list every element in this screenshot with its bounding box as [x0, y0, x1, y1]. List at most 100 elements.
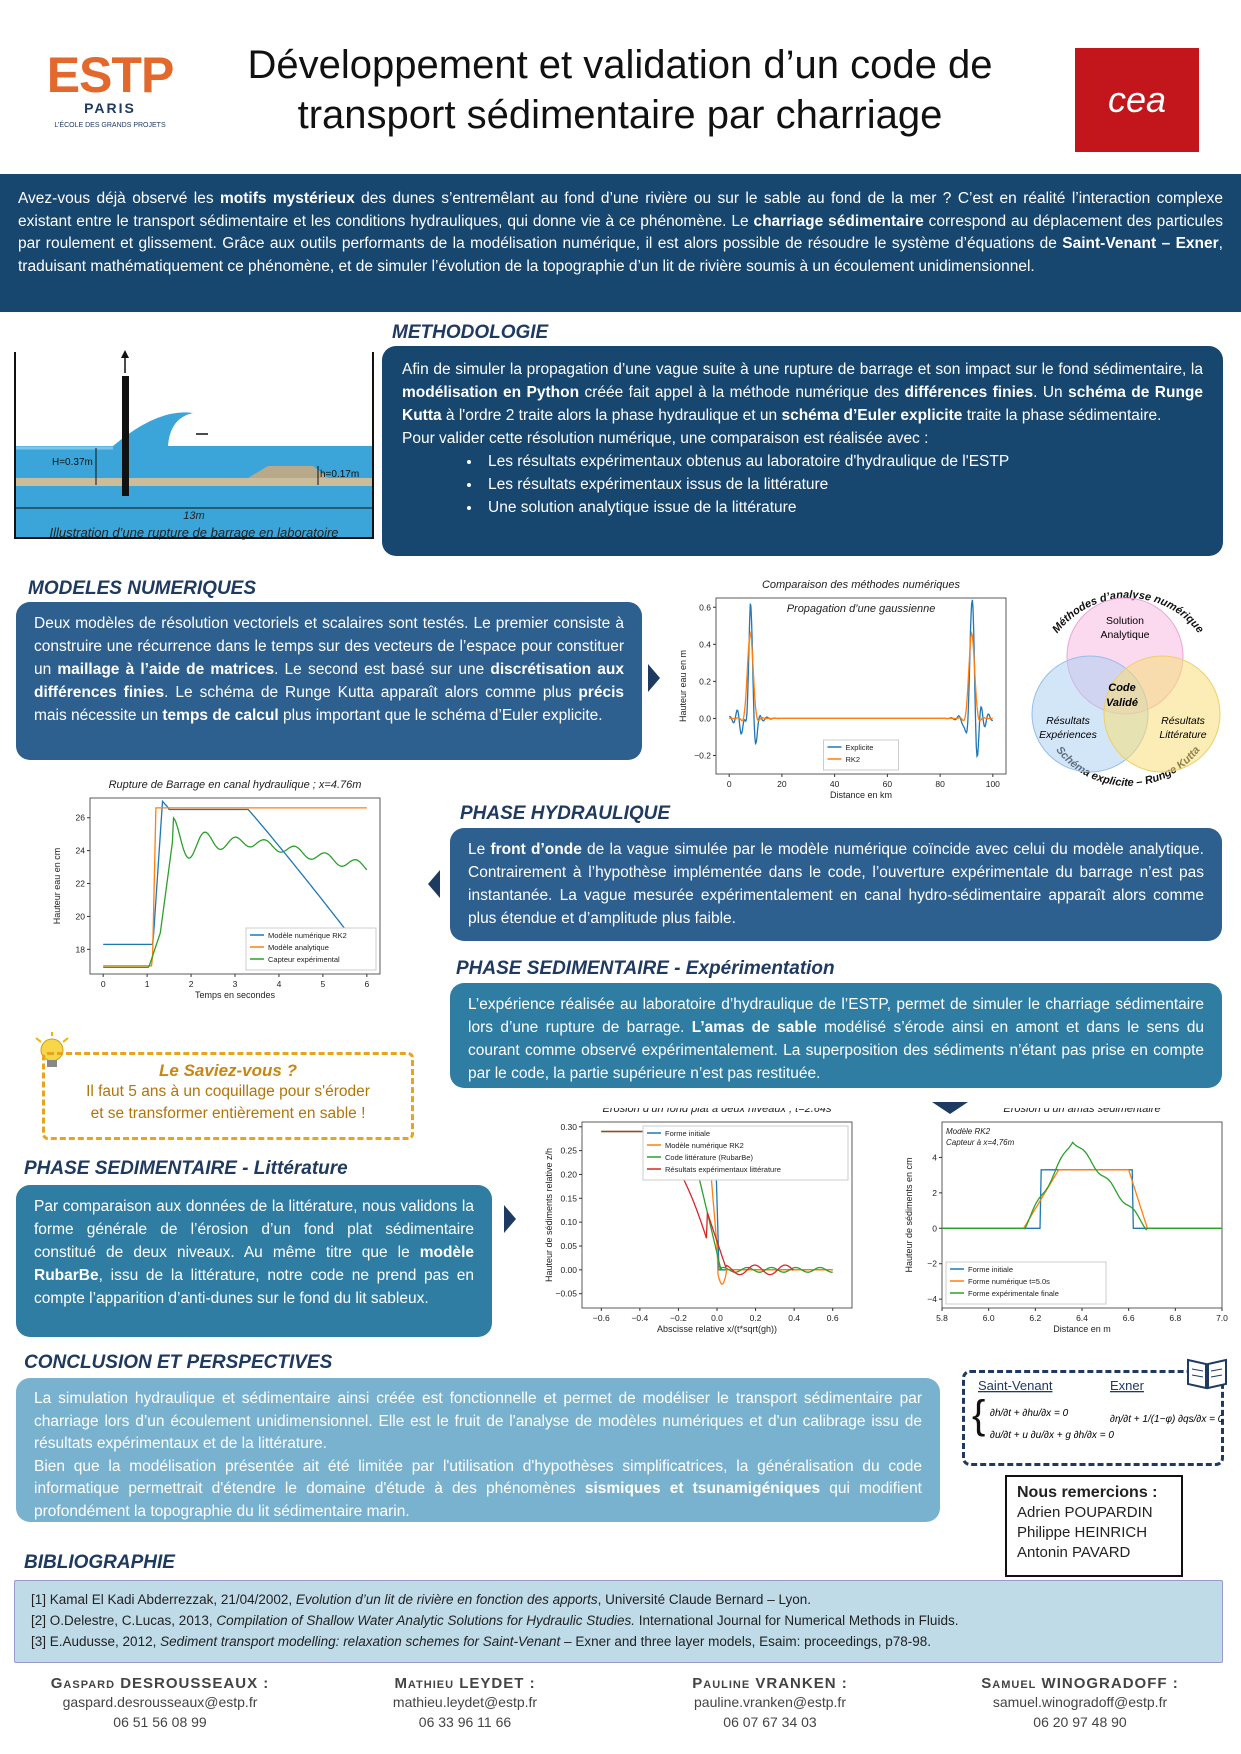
- chart-rupture-barrage: Rupture de Barrage en canal hydraulique …: [52, 780, 381, 1000]
- title-line-2: transport sédimentaire par charriage: [297, 93, 943, 137]
- x-tick-label: 0.2: [750, 1313, 762, 1323]
- y-tick-label: 20: [76, 911, 86, 921]
- arrow-right-icon: [648, 664, 660, 692]
- biblio-box: [1] Kamal El Kadi Abderrezzak, 21/04/200…: [14, 1580, 1223, 1663]
- modeles-heading: MODELES NUMERIQUES: [28, 578, 257, 599]
- y-tick-label: 0.15: [560, 1193, 577, 1203]
- conclusion-heading: CONCLUSION ET PERSPECTIVES: [24, 1352, 333, 1373]
- legend-label: Modèle numérique RK2: [665, 1141, 744, 1150]
- legend: [642, 1125, 849, 1181]
- y-tick-label: 0.6: [699, 602, 711, 612]
- sed-lit-box: Par comparaison aux données de la littér…: [16, 1185, 492, 1337]
- sed-exp-box: L’expérience réalisée au laboratoire d’h…: [450, 983, 1222, 1088]
- x-tick-label: −0.2: [670, 1313, 687, 1323]
- x-tick-label: 0.0: [711, 1313, 723, 1323]
- arrow-down-icon: [932, 1102, 968, 1114]
- eq-exner-label: Exner: [1110, 1378, 1145, 1393]
- x-tick-label: 1: [145, 979, 150, 989]
- modeles-box: Deux modèles de résolution vectoriels et…: [16, 602, 642, 760]
- x-tick-label: −0.4: [631, 1313, 648, 1323]
- svg-text:∂η/∂t + 1/(1−φ) ∂qs/∂x = 0: ∂η/∂t + 1/(1−φ) ∂qs/∂x = 0: [1110, 1414, 1222, 1425]
- y-tick-label: 0.0: [699, 713, 711, 723]
- title-line-1: Développement et validation d’un code de: [247, 43, 993, 87]
- x-tick-label: −0.6: [593, 1313, 610, 1323]
- x-tick-label: 5.8: [936, 1313, 948, 1323]
- x-tick-label: 20: [777, 779, 787, 789]
- y-tick-label: 0.2: [699, 676, 711, 686]
- biblio-ref: [2] O.Delestre, C.Lucas, 2013, Compilati…: [31, 1613, 959, 1628]
- x-tick-label: 6.8: [1169, 1313, 1181, 1323]
- cea-logo: cea: [1075, 48, 1199, 152]
- svg-text:∂u/∂t + u ∂u/∂x + g ∂h/∂x = 0: ∂u/∂t + u ∂u/∂x + g ∂h/∂x = 0: [990, 1430, 1114, 1441]
- remerciements-heading: Nous remercions :: [1017, 1484, 1158, 1501]
- arrow-right-icon: [504, 1205, 516, 1233]
- x-axis-label: Distance en m: [1053, 1324, 1111, 1334]
- y-tick-label: 18: [76, 944, 86, 954]
- list-item: Une solution analytique issue de la litt…: [482, 496, 1203, 519]
- chart-subtitle: Propagation d’une gaussienne: [787, 603, 936, 615]
- author-card: Pauline VRANKEN : pauline.vranken@estp.fr…: [692, 1675, 848, 1730]
- arrow-left-icon: [428, 870, 440, 898]
- list-item: Philippe HEINRICH: [1017, 1524, 1148, 1541]
- x-axis-label: Abscisse relative x/(t*sqrt(gh)): [657, 1324, 777, 1334]
- y-tick-label: 2: [932, 1188, 937, 1198]
- svg-text:Code: Code: [1108, 682, 1136, 694]
- x-tick-label: 100: [986, 779, 1000, 789]
- hydraulique-box: Le front d’onde de la vague simulée par …: [450, 828, 1222, 941]
- series-line: [103, 816, 368, 969]
- x-tick-label: 0: [101, 979, 106, 989]
- eq-sv-label: Saint-Venant: [978, 1378, 1053, 1393]
- x-tick-label: 0: [727, 779, 732, 789]
- x-tick-label: 60: [883, 779, 893, 789]
- list-item: Les résultats expérimentaux obtenus au l…: [482, 450, 1203, 473]
- x-tick-label: 0.4: [788, 1313, 800, 1323]
- equations-box: [962, 1370, 1224, 1466]
- conclusion-box: La simulation hydraulique et sédimentair…: [16, 1378, 940, 1522]
- y-tick-label: 0.30: [560, 1122, 577, 1132]
- estp-logo: ESTP PARIS L’ÉCOLE DES GRANDS PROJETS: [40, 50, 180, 129]
- svg-text:Littérature: Littérature: [1159, 729, 1206, 741]
- y-tick-label: −2: [927, 1259, 937, 1269]
- x-tick-label: 6.6: [1123, 1313, 1135, 1323]
- legend-label: RK2: [846, 755, 861, 764]
- legend-label: Forme numérique t=5.0s: [968, 1277, 1050, 1286]
- series-line: [942, 1141, 1222, 1231]
- y-tick-label: 0.10: [560, 1217, 577, 1227]
- methodo-line2: Pour valider cette résolution numérique,…: [402, 430, 929, 447]
- series-line: [601, 1130, 794, 1276]
- svg-text:∂h/∂t + ∂hu/∂x = 0: ∂h/∂t + ∂hu/∂x = 0: [990, 1408, 1069, 1419]
- svg-text:Analytique: Analytique: [1100, 629, 1149, 641]
- legend-label: Forme initiale: [968, 1265, 1013, 1274]
- dam-break-illustration: H=0.37m h=0.17m: [14, 350, 374, 539]
- chart-erosion-amas: Érosion d’un amas sédimentaire 5.8 6.0 6.2 6…: [904, 1108, 1228, 1334]
- y-tick-label: −0.05: [555, 1289, 577, 1299]
- legend-label: Modèle analytique: [268, 943, 329, 952]
- legend-label: Forme initiale: [665, 1129, 710, 1138]
- fig-caption: Illustration d’une rupture de barrage en…: [49, 525, 339, 540]
- x-tick-label: 4: [277, 979, 282, 989]
- fig-length: 13m: [183, 510, 205, 522]
- chart-title: Comparaison des méthodes numériques: [762, 579, 961, 591]
- x-tick-label: 40: [830, 779, 840, 789]
- remerciements-box: Nous remercions : Adrien POUPARDIN Phili…: [1005, 1475, 1183, 1577]
- y-tick-label: 24: [76, 846, 86, 856]
- logo-tagline: L’ÉCOLE DES GRANDS PROJETS: [54, 122, 166, 129]
- y-axis-label: Hauteur eau en m: [678, 650, 688, 722]
- methodo-heading: METHODOLOGIE: [392, 322, 549, 343]
- saviez-vous-box: Le Saviez-vous ? Il faut 5 ans à un coqu…: [42, 1052, 414, 1140]
- svg-text:Validé: Validé: [1106, 697, 1138, 709]
- y-tick-label: 0.00: [560, 1265, 577, 1275]
- svg-text:Solution: Solution: [1106, 615, 1144, 627]
- chart-annotation: Capteur à x=4,76m: [946, 1138, 1015, 1147]
- x-tick-label: 3: [233, 979, 238, 989]
- author-card: Samuel WINOGRADOFF : samuel.winogradoff@e…: [981, 1675, 1179, 1730]
- biblio-ref: [1] Kamal El Kadi Abderrezzak, 21/04/200…: [31, 1592, 811, 1607]
- y-tick-label: 4: [932, 1152, 937, 1162]
- intro-banner: Avez-vous déjà observé les motifs mystér…: [0, 174, 1241, 312]
- y-tick-label: −0.2: [694, 750, 711, 760]
- saviez-line: et se transformer entièrement en sable !: [90, 1105, 366, 1122]
- list-item: Les résultats expérimentaux issus de la …: [482, 473, 1203, 496]
- y-tick-label: 26: [76, 813, 86, 823]
- chart-erosion-fond-plat: Érosion d’un fond plat à deux niveaux ; …: [544, 1108, 853, 1334]
- legend-label: Explicite: [846, 743, 874, 752]
